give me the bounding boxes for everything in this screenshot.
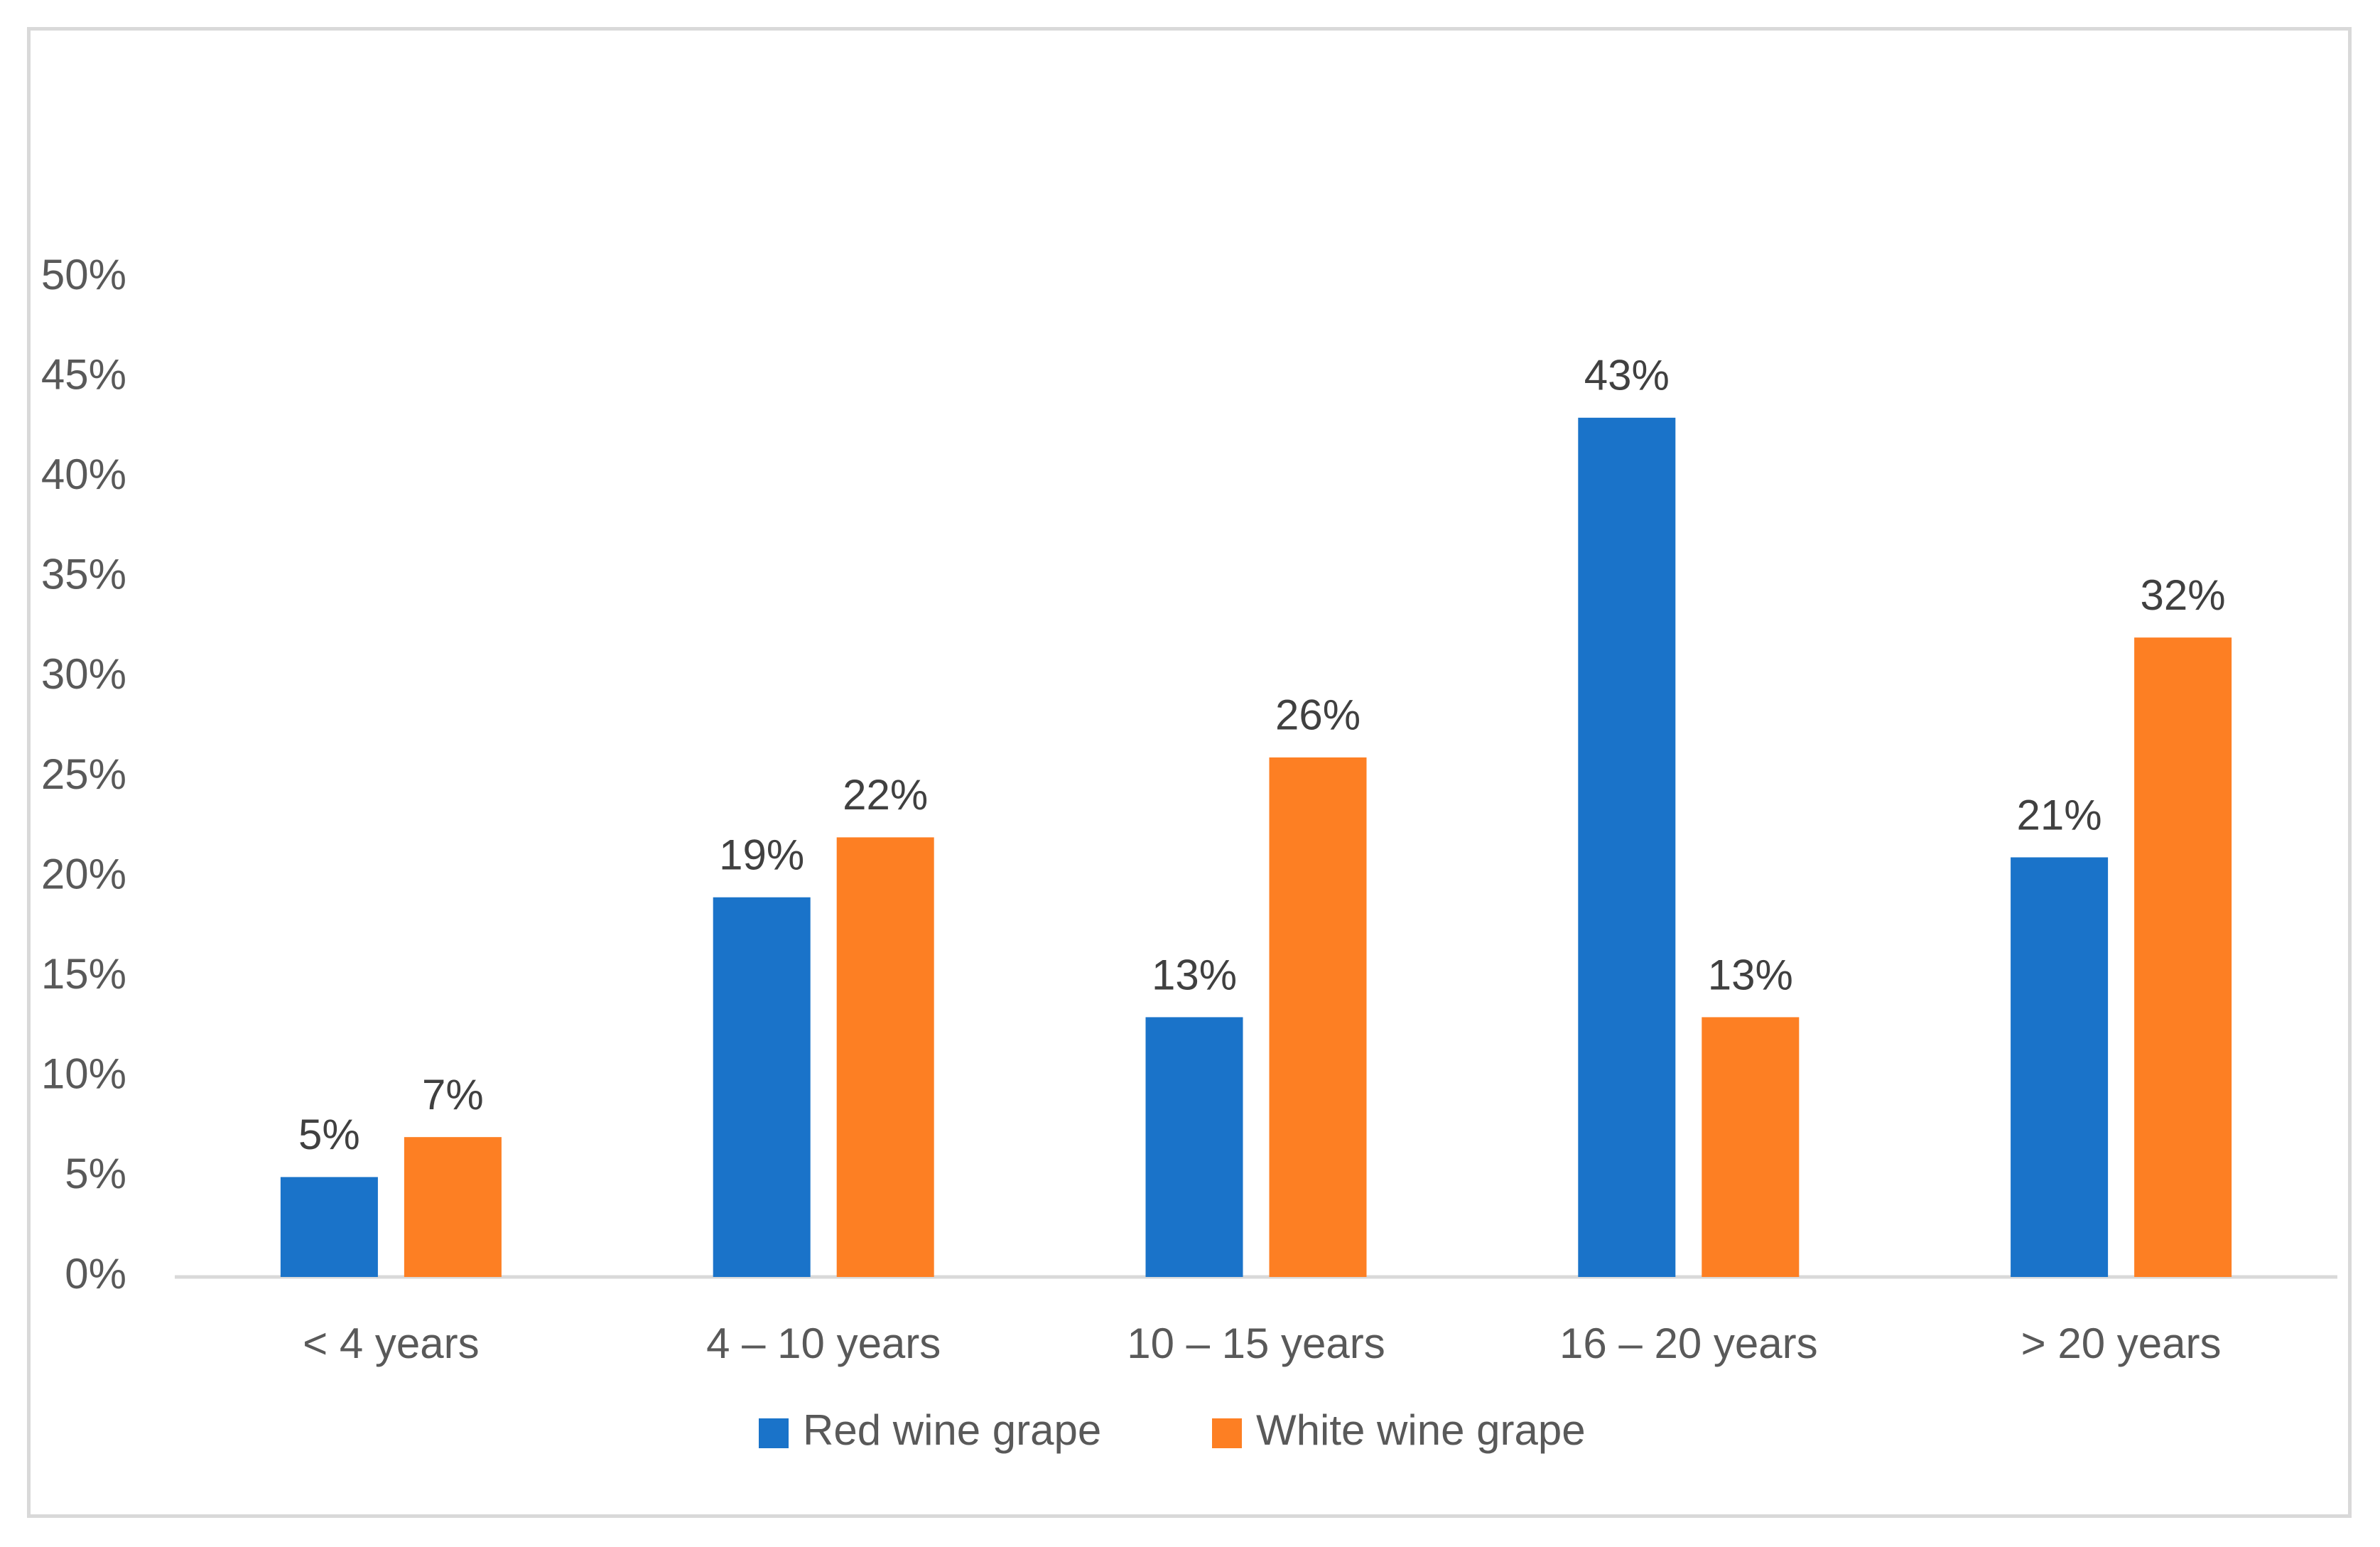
data-label: 32% [2141, 571, 2226, 619]
x-category-label: 10 – 15 years [1127, 1320, 1385, 1367]
data-label: 26% [1275, 691, 1361, 739]
y-tick-label: 50% [41, 251, 126, 298]
bar-red-wine [713, 897, 811, 1277]
y-tick-label: 30% [41, 650, 126, 698]
bar-red-wine [280, 1177, 378, 1277]
legend-label: Red wine grape [803, 1406, 1101, 1454]
bars [280, 417, 2232, 1277]
x-category-label: 16 – 20 years [1559, 1320, 1818, 1367]
y-tick-label: 20% [41, 850, 126, 898]
y-tick-label: 45% [41, 350, 126, 398]
y-tick-label: 0% [65, 1250, 126, 1298]
bar-red-wine [2011, 857, 2109, 1277]
bar-white-wine [2134, 637, 2232, 1277]
legend: Red wine grape White wine grape [759, 1406, 1586, 1454]
bar-white-wine [1702, 1017, 1800, 1277]
legend-swatch [1212, 1418, 1242, 1448]
legend-label: White wine grape [1256, 1406, 1586, 1454]
bar-white-wine [1269, 757, 1367, 1277]
y-tick-label: 25% [41, 750, 126, 798]
legend-swatch [759, 1418, 789, 1448]
bar-red-wine [1145, 1017, 1243, 1277]
y-tick-label: 40% [41, 451, 126, 498]
data-label: 7% [422, 1071, 484, 1119]
data-label: 13% [1708, 951, 1793, 998]
x-category-label: 4 – 10 years [706, 1320, 941, 1367]
data-label: 13% [1152, 951, 1237, 998]
y-axis-tick-labels: 0% 5% 10% 15% 20% 25% 30% 35% 40% 45% 50% [41, 251, 126, 1298]
data-label: 19% [719, 831, 804, 879]
bar-white-wine [836, 837, 934, 1277]
data-label: 5% [298, 1111, 360, 1158]
y-tick-label: 15% [41, 950, 126, 998]
y-tick-label: 35% [41, 551, 126, 598]
x-category-label: > 20 years [2021, 1320, 2222, 1367]
bar-white-wine [404, 1137, 502, 1277]
x-category-label: < 4 years [303, 1320, 479, 1367]
bar-red-wine [1578, 417, 1676, 1277]
data-label: 43% [1584, 352, 1670, 399]
y-tick-label: 5% [65, 1150, 126, 1197]
x-axis-category-labels: < 4 years 4 – 10 years 10 – 15 years 16 – 2… [303, 1320, 2221, 1367]
data-label: 21% [2017, 791, 2102, 839]
data-labels: 5% 7% 19% 22% 13% 26% 43% 13% 21% 32% [298, 352, 2226, 1159]
data-label: 22% [843, 771, 928, 819]
y-tick-label: 10% [41, 1050, 126, 1098]
